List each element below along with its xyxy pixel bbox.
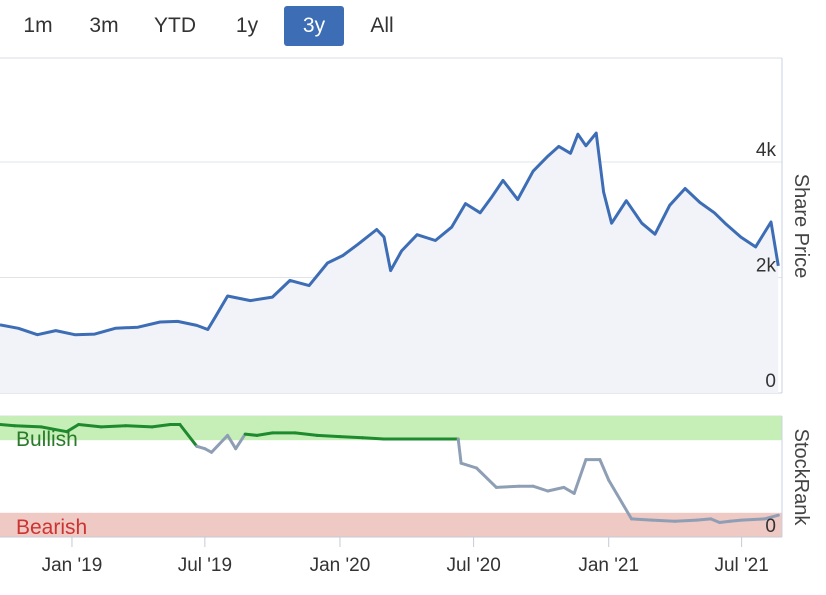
stockrank-segment (243, 432, 259, 437)
stockrank-segment (762, 513, 780, 521)
stockrank-segment (456, 437, 463, 465)
stockrank-segment (695, 517, 713, 522)
stockrank-segment (459, 461, 478, 470)
price-y-tick-label: 4k (756, 140, 777, 161)
stockrank-segment (718, 519, 732, 524)
stockrank-segment (572, 458, 588, 495)
stockrank-segment (562, 485, 576, 495)
price-panel: 0 2k 4k Share Price (0, 57, 812, 394)
stockrank-segment (77, 423, 103, 429)
range-button-1y[interactable]: 1y (235, 14, 259, 37)
x-tick-label: Jul '20 (446, 555, 500, 576)
stockrank-segment (65, 423, 81, 434)
stockrank-segment (630, 517, 654, 522)
stockrank-segment (494, 484, 521, 489)
range-button-all[interactable]: All (370, 14, 394, 37)
range-button-3y[interactable]: 3y (284, 6, 344, 46)
stockrank-segment (546, 485, 566, 493)
stockrank-segment (475, 466, 498, 489)
stockrank-segment (0, 423, 17, 428)
stockrank-segment (255, 431, 274, 437)
stockrank-segment (315, 433, 342, 439)
range-selector: 1m 3m YTD 1y 3y All (0, 6, 440, 46)
bullish-label: Bullish (16, 428, 78, 451)
x-tick-label: Jul '21 (714, 555, 768, 576)
stockrank-segment (673, 518, 699, 523)
stockrank-segment (13, 424, 43, 429)
stockrank-segment (740, 517, 766, 522)
stockrank-segment (178, 423, 199, 448)
bearish-label: Bearish (16, 516, 87, 539)
price-y-tick-label: 0 (765, 371, 776, 392)
stockrank-panel: Bullish Bearish 0 StockRank (0, 415, 812, 539)
bearish-band (0, 512, 782, 537)
stockrank-segment (150, 423, 172, 429)
range-button-ytd[interactable]: YTD (154, 14, 196, 37)
stockrank-segment (709, 517, 722, 524)
stockrank-segment (293, 431, 319, 437)
price-axis-title: Share Price (790, 174, 812, 279)
rank-y-tick-label: 0 (765, 516, 776, 537)
price-area (0, 133, 779, 393)
x-axis: Jan '19 Jul '19 Jan '20 Jul '20 Jan '21 Jul '… (42, 537, 769, 576)
stockrank-segment (226, 433, 238, 451)
stockrank-segment (234, 432, 247, 451)
stockrank-segment (210, 433, 230, 454)
range-button-3m[interactable]: 3m (89, 14, 119, 37)
x-tick-label: Jan '21 (578, 555, 639, 576)
range-button-1m[interactable]: 1m (23, 14, 53, 37)
x-tick-label: Jan '20 (310, 555, 371, 576)
price-series-line (0, 131, 780, 337)
stockrank-segment (607, 478, 633, 521)
stockrank-segment (338, 435, 365, 440)
stockrank-segment (361, 436, 386, 441)
stockrank-segment (99, 424, 128, 429)
price-y-tick-label: 2k (756, 255, 777, 276)
stockrank-segment (598, 458, 611, 482)
rank-axis-title: StockRank (790, 429, 812, 527)
stockrank-segment (650, 518, 677, 523)
x-tick-label: Jul '19 (178, 555, 232, 576)
stockrank-segment (728, 518, 744, 523)
bullish-band (0, 416, 782, 441)
stockrank-segment (39, 425, 69, 434)
stockrank-segment (124, 424, 154, 429)
x-tick-label: Jan '19 (42, 555, 103, 576)
stockrank-segment (531, 484, 550, 493)
